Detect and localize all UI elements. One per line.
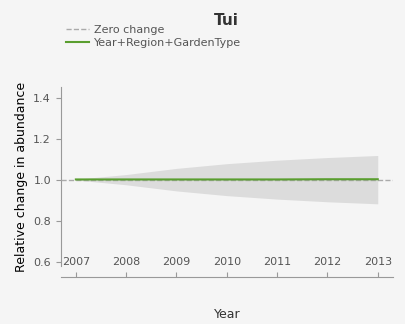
Text: Tui: Tui xyxy=(214,13,239,28)
Y-axis label: Relative change in abundance: Relative change in abundance xyxy=(15,82,28,272)
Text: Year: Year xyxy=(213,308,240,321)
Legend: Zero change, Year+Region+GardenType: Zero change, Year+Region+GardenType xyxy=(66,25,241,48)
